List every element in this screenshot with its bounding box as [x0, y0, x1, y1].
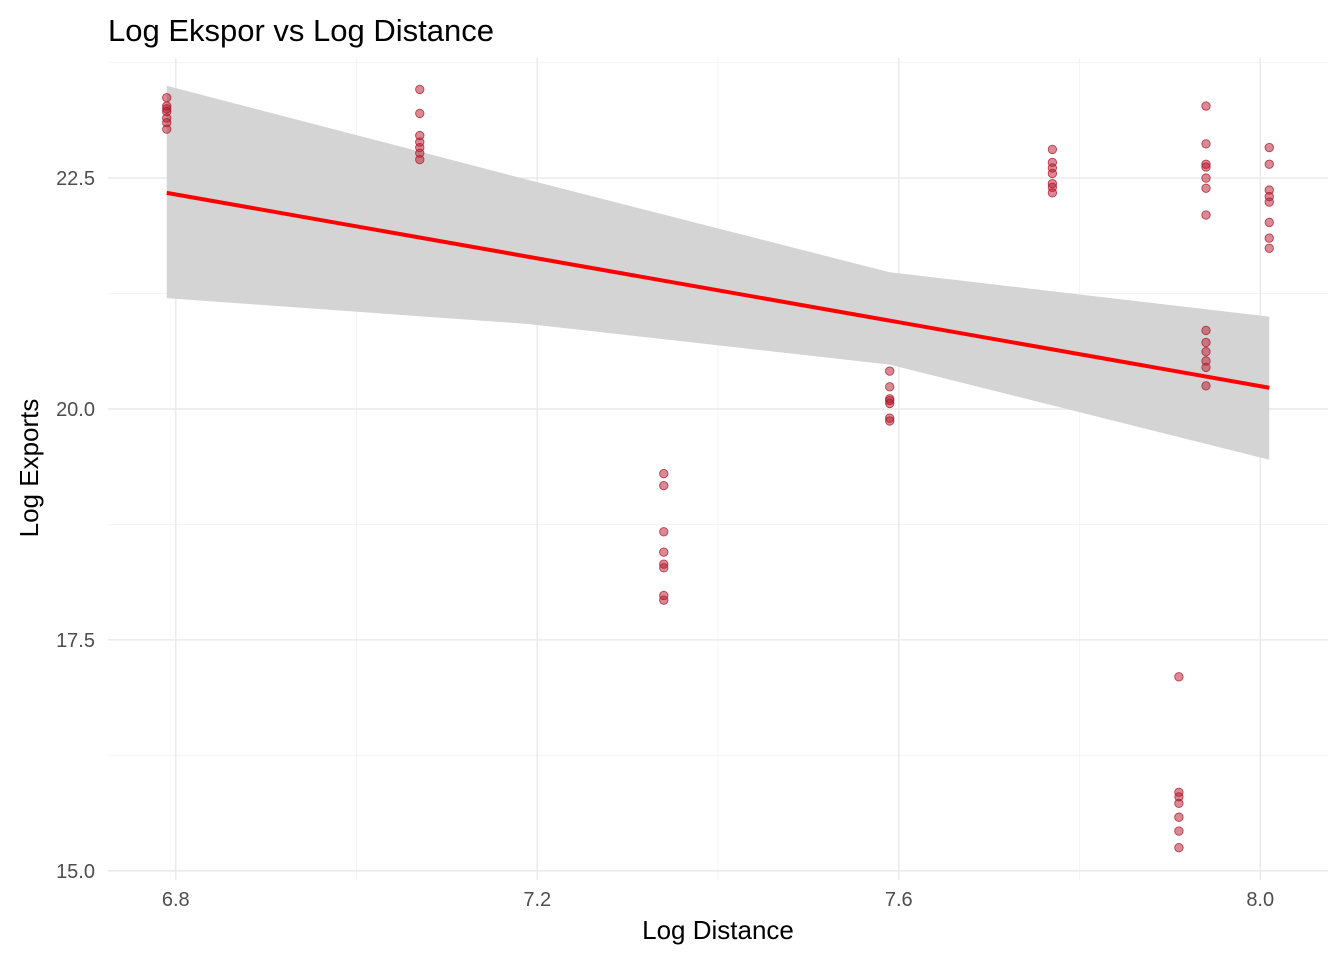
data-point: [659, 527, 669, 537]
data-point: [1174, 826, 1184, 836]
data-point: [162, 124, 172, 134]
confidence-band: [166, 85, 1270, 460]
data-point: [1201, 101, 1211, 111]
data-point: [1201, 347, 1211, 357]
data-point: [1201, 173, 1211, 183]
data-point: [1174, 843, 1184, 853]
data-point: [1047, 144, 1058, 155]
data-point: [1174, 672, 1184, 682]
data-point: [659, 547, 669, 557]
y-axis-ticks: 15.0 17.5 20.0 22.5: [56, 168, 95, 883]
data-point: [885, 398, 895, 409]
data-point: [1047, 188, 1058, 198]
data-point: [1201, 325, 1211, 336]
x-tick-label: 7.6: [885, 889, 913, 911]
data-point: [415, 108, 425, 119]
data-point: [1264, 197, 1274, 207]
data-point: [1201, 183, 1211, 193]
chart-title: Log Ekspor vs Log Distance: [108, 13, 494, 48]
data-point: [1174, 798, 1184, 808]
y-tick-label: 17.5: [56, 630, 95, 652]
y-tick-label: 20.0: [56, 399, 95, 421]
trend-line: [166, 190, 1270, 390]
data-point: [659, 563, 669, 573]
x-axis-ticks: 6.8 7.2 7.6 8.0: [162, 889, 1274, 911]
data-point: [415, 84, 425, 95]
data-point: [885, 366, 895, 376]
x-tick-label: 6.8: [162, 889, 190, 911]
y-tick-label: 22.5: [56, 168, 95, 190]
data-points: [162, 84, 1274, 853]
data-point: [1201, 337, 1211, 348]
data-point: [1201, 210, 1211, 220]
data-point: [162, 93, 172, 103]
data-point: [659, 468, 669, 479]
data-point: [1264, 142, 1274, 153]
data-point: [1174, 812, 1184, 822]
data-point: [885, 382, 895, 392]
data-point: [1201, 162, 1211, 172]
data-point: [1201, 362, 1211, 373]
data-point: [1264, 233, 1274, 243]
data-point: [1264, 159, 1274, 169]
x-axis-title: Log Distance: [642, 915, 794, 945]
y-tick-label: 15.0: [56, 861, 95, 883]
data-point: [1264, 217, 1274, 228]
x-tick-label: 7.2: [523, 889, 551, 911]
data-point: [415, 154, 425, 165]
data-point: [1201, 139, 1211, 149]
data-point: [885, 416, 895, 426]
data-point: [1047, 168, 1058, 179]
x-tick-label: 8.0: [1246, 889, 1274, 911]
y-axis-title: Log Exports: [14, 399, 44, 538]
data-point: [1201, 381, 1211, 391]
data-point: [659, 595, 669, 605]
data-point: [1264, 243, 1274, 253]
data-point: [659, 480, 669, 491]
